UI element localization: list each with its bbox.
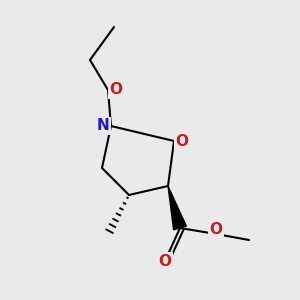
- Text: O: O: [158, 254, 172, 268]
- Polygon shape: [168, 186, 186, 230]
- Text: O: O: [175, 134, 188, 148]
- Text: O: O: [209, 222, 223, 237]
- Text: N: N: [97, 118, 110, 134]
- Text: O: O: [109, 82, 122, 98]
